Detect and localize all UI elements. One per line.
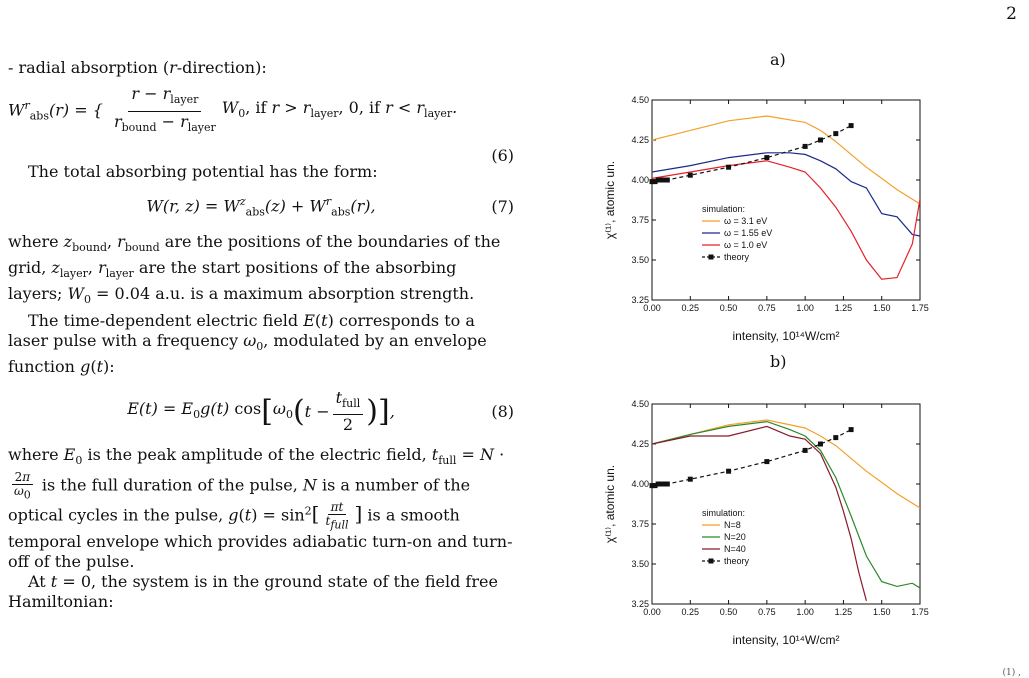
- page-number: 2: [1006, 4, 1017, 24]
- legend-entry: N=20: [724, 532, 746, 542]
- ground-state-text: At t = 0, the system is in the ground st…: [8, 571, 498, 611]
- theory-point: [802, 447, 808, 453]
- theory-point: [655, 177, 661, 183]
- theory-point: [848, 427, 854, 433]
- x-axis-label: intensity, 10¹⁴W/cm²: [733, 329, 840, 343]
- y-tick-label: 3.50: [631, 559, 649, 569]
- corner-mark: (1) ,: [1002, 668, 1021, 678]
- equation-6: Wrabs(r) = { r − rlayer rbound − rlayer W…: [8, 84, 514, 165]
- theory-point: [652, 483, 658, 489]
- legend-entry: ω = 1.55 eV: [724, 228, 772, 238]
- theory-point: [687, 476, 693, 482]
- theory-point: [817, 137, 823, 143]
- x-tick-label: 1.25: [835, 607, 853, 617]
- x-tick-label: 1.50: [873, 607, 891, 617]
- chart-a: 0.00 0.25 0.50 0.75 1.00 1.25 1.50 1.75 3.25 3.50…: [603, 95, 929, 343]
- legend-entry: N=40: [724, 544, 746, 554]
- x-tick-label: 0.00: [643, 607, 661, 617]
- legend-entry: theory: [724, 556, 750, 566]
- theory-point: [687, 172, 693, 178]
- legend-entry: ω = 3.1 eV: [724, 216, 767, 226]
- series-line-n-20: [652, 420, 920, 589]
- x-tick-label: 1.50: [873, 303, 891, 313]
- theory-point: [661, 177, 667, 183]
- series-line-1-55-ev: [652, 152, 920, 237]
- x-tick-label: 0.75: [758, 303, 776, 313]
- x-tick-label: 1.00: [796, 607, 814, 617]
- y-tick-label: 3.75: [631, 519, 649, 529]
- x-axis-label: intensity, 10¹⁴W/cm²: [733, 633, 840, 647]
- chart-b: 0.00 0.25 0.50 0.75 1.00 1.25 1.50 1.75 3.25 3.50…: [603, 399, 929, 647]
- equation-6-number: (6): [491, 146, 514, 165]
- x-tick-label: 0.50: [720, 303, 738, 313]
- theory-point: [833, 435, 839, 441]
- theory-point: [726, 164, 732, 170]
- boundaries-text: where zbound, rbound are the positions o…: [8, 232, 501, 307]
- panel-label-b: b): [770, 352, 787, 371]
- y-tick-label: 4.25: [631, 439, 649, 449]
- theory-point: [655, 481, 661, 487]
- y-tick-label: 3.25: [631, 295, 649, 305]
- y-tick-label: 4.50: [631, 399, 649, 409]
- y-tick-label: 4.00: [631, 175, 649, 185]
- x-tick-label: 0.00: [643, 303, 661, 313]
- legend-entry: N=8: [724, 520, 741, 530]
- pulse-envelope-text: where E0 is the peak amplitude of the el…: [8, 444, 513, 571]
- total-potential-text: The total absorbing potential has the fo…: [28, 162, 378, 181]
- legend-title: simulation:: [702, 508, 745, 518]
- series-line-n-8: [652, 419, 920, 509]
- x-tick-label: 0.25: [682, 303, 700, 313]
- y-tick-label: 4.50: [631, 95, 649, 105]
- theory-point: [802, 143, 808, 149]
- x-tick-label: 1.75: [911, 607, 929, 617]
- plot-frame: [651, 403, 921, 605]
- y-tick-label: 4.25: [631, 135, 649, 145]
- equation-8: E(t) = E0g(t) cos [ω0 (t − tfull 2 )], (8…: [127, 388, 514, 435]
- y-tick-label: 3.75: [631, 215, 649, 225]
- theory-point: [661, 481, 667, 487]
- y-axis-label: χ⁽¹⁾, atomic un.: [603, 161, 617, 239]
- y-tick-label: 3.50: [631, 255, 649, 265]
- equation-8-number: (8): [491, 401, 514, 421]
- x-tick-label: 0.75: [758, 607, 776, 617]
- x-tick-label: 1.25: [835, 303, 853, 313]
- theory-point: [817, 441, 823, 447]
- x-tick-label: 1.75: [911, 303, 929, 313]
- y-tick-label: 3.25: [631, 599, 649, 609]
- legend-entry: ω = 1.0 eV: [724, 240, 767, 250]
- series-line-n-40: [652, 425, 867, 601]
- equation-7-number: (7): [491, 197, 514, 216]
- legend-title: simulation:: [702, 204, 745, 214]
- legend-entry: theory: [724, 252, 750, 262]
- electric-field-text: The time-dependent electric field E(t) c…: [8, 310, 487, 376]
- x-tick-label: 0.50: [720, 607, 738, 617]
- theory-point: [664, 481, 670, 487]
- x-tick-label: 1.00: [796, 303, 814, 313]
- y-axis-label: χ⁽¹⁾, atomic un.: [603, 465, 617, 543]
- text-column: - radial absorption (r-direction): Wrabs…: [8, 58, 514, 612]
- theory-point: [764, 155, 770, 161]
- equation-7: W(r, z) = Wzabs(z) + Wrabs(r), (7): [146, 194, 514, 219]
- x-tick-label: 0.25: [682, 607, 700, 617]
- theory-point: [649, 179, 655, 185]
- theory-point: [833, 131, 839, 137]
- legend-marker: [708, 254, 714, 260]
- theory-point: [848, 123, 854, 129]
- theory-point: [764, 459, 770, 465]
- theory-point: [649, 483, 655, 489]
- radial-absorption-intro: - radial absorption (r-direction):: [8, 58, 267, 77]
- theory-point: [664, 177, 670, 183]
- theory-point: [658, 481, 664, 487]
- series-line-1-0-ev: [652, 160, 920, 280]
- panel-label-a: a): [770, 50, 786, 69]
- theory-point: [658, 177, 664, 183]
- series-line-3-1-ev: [652, 115, 920, 205]
- legend-marker: [708, 558, 714, 564]
- y-tick-label: 4.00: [631, 479, 649, 489]
- theory-point: [652, 179, 658, 185]
- theory-point: [726, 468, 732, 474]
